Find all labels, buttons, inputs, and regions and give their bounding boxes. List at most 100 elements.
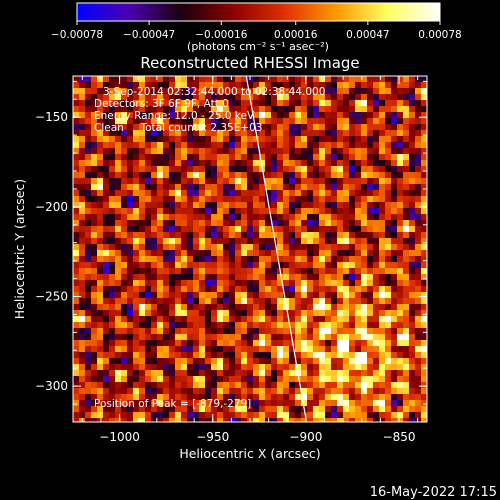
heatmap-cell bbox=[181, 388, 188, 395]
heatmap-cell bbox=[97, 334, 104, 341]
heatmap-cell bbox=[367, 340, 374, 347]
heatmap-cell bbox=[265, 232, 272, 239]
heatmap-cell bbox=[373, 418, 380, 422]
heatmap-cell bbox=[319, 418, 326, 422]
heatmap-cell bbox=[199, 268, 206, 275]
heatmap-cell bbox=[217, 148, 224, 155]
heatmap-cell bbox=[265, 292, 272, 299]
heatmap-cell bbox=[133, 310, 140, 317]
heatmap-cell bbox=[319, 214, 326, 221]
heatmap-cell bbox=[139, 274, 146, 281]
heatmap-cell bbox=[403, 352, 410, 359]
heatmap-cell bbox=[259, 322, 266, 329]
heatmap-cell bbox=[199, 382, 206, 389]
heatmap-cell bbox=[319, 112, 326, 119]
heatmap-cell bbox=[187, 244, 194, 251]
heatmap-cell bbox=[385, 214, 392, 221]
heatmap-cell bbox=[109, 268, 116, 275]
heatmap-cell bbox=[385, 370, 392, 377]
heatmap-cell bbox=[301, 256, 308, 263]
heatmap-cell bbox=[145, 214, 152, 221]
heatmap-cell bbox=[169, 142, 176, 149]
heatmap-cell bbox=[331, 286, 338, 293]
heatmap-cell bbox=[403, 286, 410, 293]
heatmap-cell bbox=[193, 340, 200, 347]
heatmap-cell bbox=[169, 226, 176, 233]
heatmap-cell bbox=[127, 256, 134, 263]
heatmap-cell bbox=[253, 178, 260, 185]
heatmap-cell bbox=[331, 88, 338, 95]
heatmap-cell bbox=[361, 196, 368, 203]
heatmap-cell bbox=[85, 274, 92, 281]
heatmap-cell bbox=[235, 388, 242, 395]
heatmap-cell bbox=[127, 250, 134, 257]
heatmap-cell bbox=[295, 100, 302, 107]
heatmap-cell bbox=[139, 226, 146, 233]
heatmap-cell bbox=[325, 202, 332, 209]
heatmap-cell bbox=[283, 388, 290, 395]
heatmap-cell bbox=[247, 400, 254, 407]
heatmap-cell bbox=[211, 298, 218, 305]
heatmap-cell bbox=[289, 106, 296, 113]
heatmap-cell bbox=[157, 262, 164, 269]
heatmap-cell bbox=[115, 160, 122, 167]
heatmap-cell bbox=[421, 154, 427, 161]
heatmap-cell bbox=[271, 100, 278, 107]
heatmap-cell bbox=[307, 262, 314, 269]
heatmap-cell bbox=[85, 82, 92, 89]
heatmap-cell bbox=[91, 262, 98, 269]
heatmap-cell bbox=[85, 268, 92, 275]
heatmap-cell bbox=[301, 142, 308, 149]
heatmap-cell bbox=[175, 112, 182, 119]
heatmap-cell bbox=[247, 298, 254, 305]
heatmap-cell bbox=[241, 118, 248, 125]
heatmap-cell bbox=[325, 154, 332, 161]
heatmap-cell bbox=[301, 106, 308, 113]
heatmap-cell bbox=[97, 154, 104, 161]
heatmap-cell bbox=[265, 154, 272, 161]
heatmap-cell bbox=[397, 322, 404, 329]
heatmap-cell bbox=[367, 262, 374, 269]
heatmap-cell bbox=[97, 226, 104, 233]
heatmap-cell bbox=[109, 172, 116, 179]
heatmap-cell bbox=[91, 220, 98, 227]
heatmap-cell bbox=[211, 94, 218, 101]
heatmap-cell bbox=[205, 250, 212, 257]
heatmap-cell bbox=[421, 136, 427, 143]
heatmap-cell bbox=[91, 388, 98, 395]
heatmap-cell bbox=[121, 316, 128, 323]
heatmap-cell bbox=[259, 292, 266, 299]
heatmap-cell bbox=[337, 178, 344, 185]
heatmap-cell bbox=[277, 382, 284, 389]
heatmap-cell bbox=[223, 382, 230, 389]
heatmap-cell bbox=[409, 226, 416, 233]
heatmap-cell bbox=[391, 352, 398, 359]
heatmap-cell bbox=[265, 382, 272, 389]
heatmap-cell bbox=[175, 340, 182, 347]
heatmap-cell bbox=[397, 400, 404, 407]
heatmap-cell bbox=[145, 334, 152, 341]
heatmap-cell bbox=[223, 412, 230, 419]
heatmap-cell bbox=[355, 148, 362, 155]
heatmap-cell bbox=[223, 178, 230, 185]
heatmap-cell bbox=[79, 334, 86, 341]
heatmap-cell bbox=[289, 142, 296, 149]
heatmap-cell bbox=[331, 382, 338, 389]
heatmap-cell bbox=[229, 340, 236, 347]
heatmap-cell bbox=[391, 256, 398, 263]
heatmap-cell bbox=[319, 310, 326, 317]
heatmap-cell bbox=[265, 358, 272, 365]
heatmap-cell bbox=[157, 298, 164, 305]
heatmap-cell bbox=[205, 298, 212, 305]
heatmap-cell bbox=[283, 250, 290, 257]
heatmap-cell bbox=[289, 124, 296, 131]
heatmap-cell bbox=[199, 142, 206, 149]
heatmap-cell bbox=[319, 406, 326, 413]
heatmap-cell bbox=[301, 178, 308, 185]
heatmap-cell bbox=[91, 412, 98, 419]
heatmap-cell bbox=[403, 250, 410, 257]
heatmap-cell bbox=[247, 106, 254, 113]
heatmap-cell bbox=[205, 310, 212, 317]
heatmap-cell bbox=[85, 400, 92, 407]
heatmap-cell bbox=[295, 316, 302, 323]
